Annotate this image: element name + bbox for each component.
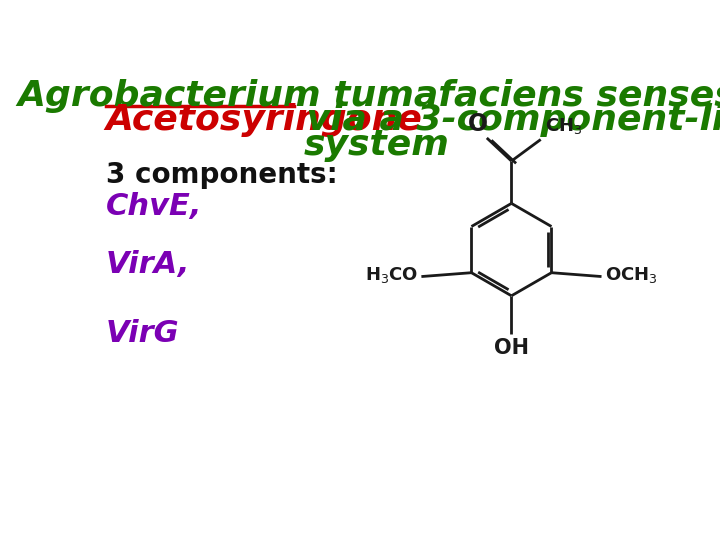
Text: system: system <box>304 128 449 162</box>
Text: H$_3$CO: H$_3$CO <box>365 265 418 285</box>
Text: ChvE,: ChvE, <box>106 192 202 221</box>
Text: Acetosyringone: Acetosyringone <box>106 103 423 137</box>
Text: VirG: VirG <box>106 319 179 348</box>
Text: O: O <box>467 112 487 137</box>
Text: OCH$_3$: OCH$_3$ <box>605 265 657 285</box>
Text: Agrobacterium tumafaciens senses: Agrobacterium tumafaciens senses <box>17 79 720 113</box>
Text: via a 3-component-like: via a 3-component-like <box>294 103 720 137</box>
Text: OH: OH <box>494 338 529 358</box>
Text: CH$_3$: CH$_3$ <box>544 116 582 136</box>
Text: 3 components:: 3 components: <box>106 161 338 189</box>
Text: VirA,: VirA, <box>106 249 190 279</box>
